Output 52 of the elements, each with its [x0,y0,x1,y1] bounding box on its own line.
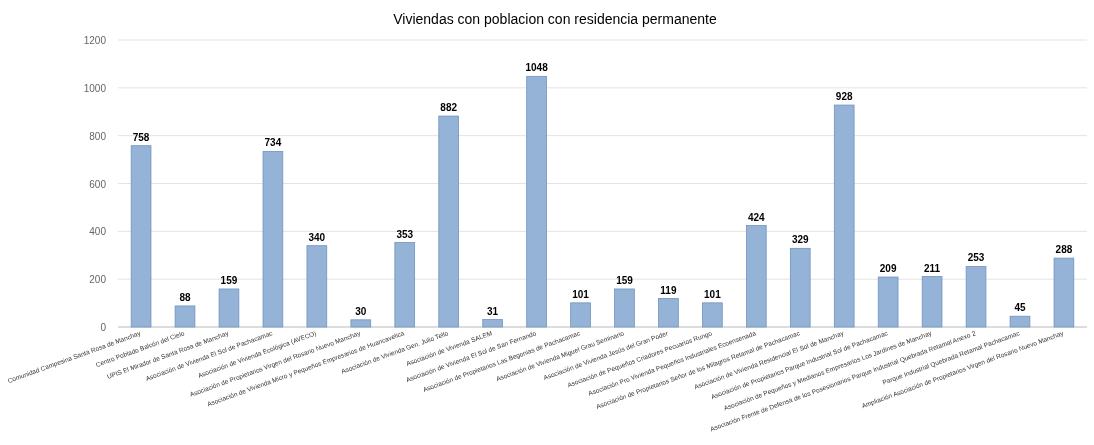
bar [877,276,899,328]
data-label: 340 [308,231,326,243]
data-label: 288 [1055,244,1073,256]
bar [174,305,196,328]
bar [306,245,328,328]
data-label: 159 [616,274,634,286]
data-label: 734 [264,137,282,149]
y-tick-label: 600 [89,178,107,190]
y-tick-label: 400 [89,226,107,238]
bar [833,104,855,328]
bar [394,242,416,328]
bar [965,266,987,328]
bar [218,288,240,328]
bar [658,298,679,328]
y-tick-label: 1000 [83,82,107,94]
bar [482,319,503,328]
bar [526,75,547,328]
data-label: 101 [572,288,590,300]
data-label: 45 [1014,302,1026,314]
data-label: 30 [355,305,367,317]
bar [702,302,723,328]
data-label: 329 [791,234,810,246]
data-label: 31 [487,305,499,317]
y-tick-label: 0 [100,322,107,333]
bar [746,225,767,328]
data-label: 88 [179,291,192,303]
bar [438,115,459,328]
bar [350,319,372,328]
data-label: 253 [967,252,985,264]
data-label: 159 [220,274,238,286]
data-label: 758 [132,131,150,143]
data-label: 928 [835,91,853,103]
data-label: 1048 [525,62,549,74]
bar [262,151,284,328]
data-label: 211 [924,262,941,274]
bar [130,145,152,328]
bar [789,247,811,328]
data-label: 353 [396,228,414,240]
bar [921,276,943,328]
data-label: 101 [704,288,722,300]
y-tick-label: 200 [89,274,107,286]
y-tick-label: 800 [89,130,107,142]
data-label: 882 [440,102,458,114]
data-label: 209 [879,263,897,275]
chart-title: Viviendas con poblacion con residencia permanente [393,11,717,27]
bar [1009,315,1031,328]
y-tick-label: 1200 [83,35,107,46]
data-label: 119 [660,284,677,296]
data-label: 424 [747,211,766,223]
bar [1053,257,1075,328]
bar [570,302,591,328]
bar [614,288,635,328]
